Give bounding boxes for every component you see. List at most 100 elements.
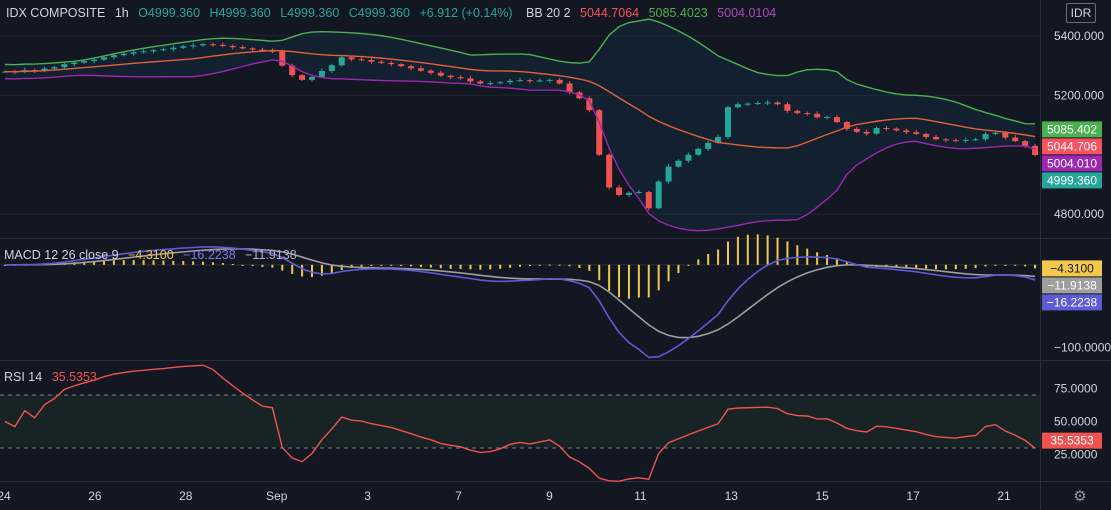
macd-histogram-bar: [93, 261, 96, 265]
candle: [229, 45, 236, 48]
macd-histogram-bar: [182, 261, 185, 265]
rsi-tick-label: 75.0000: [1054, 381, 1098, 395]
rsi-pane[interactable]: [0, 364, 1040, 483]
macd-histogram-bar: [697, 259, 700, 265]
macd-histogram-bar: [548, 264, 551, 266]
candle: [715, 136, 722, 143]
bb-basis-line: [4, 49, 1036, 149]
rsi-label[interactable]: RSI 14: [4, 370, 43, 384]
price-label-badge: [1042, 294, 1102, 311]
price-label-badge: [1042, 432, 1102, 449]
time-tick-label: 11: [634, 489, 647, 503]
macd-histogram-bar: [1024, 264, 1027, 267]
rsi-tick-label: 25.0000: [1054, 448, 1098, 462]
candle: [318, 70, 325, 77]
macd-histogram-bar: [271, 264, 274, 268]
macd-histogram-bar: [568, 264, 571, 267]
macd-histogram-bar: [301, 264, 304, 277]
candle: [507, 80, 514, 83]
candle: [497, 82, 504, 84]
macd-histogram-bar: [964, 264, 967, 269]
macd-histogram-bar: [984, 264, 987, 267]
candle: [982, 133, 989, 140]
time-tick-label: 26: [88, 489, 102, 503]
macd-histogram-bar: [449, 264, 452, 269]
candle: [804, 113, 811, 115]
macd-histogram-bar: [944, 264, 947, 270]
candle: [160, 49, 167, 51]
macd-histogram-bar: [558, 264, 561, 266]
candle: [487, 83, 494, 85]
close-value: C4999.360: [348, 6, 410, 20]
price-label-badge: [1042, 260, 1102, 277]
candle: [556, 79, 563, 84]
macd-histogram-bar: [598, 264, 601, 281]
time-tick-label: 9: [546, 489, 553, 503]
candle: [546, 79, 553, 81]
candle: [794, 110, 801, 114]
rsi-line: [4, 364, 1036, 483]
macd-histogram-bar: [766, 235, 769, 265]
macd-tick-label: −100.0000: [1054, 341, 1111, 355]
bb-fill-area: [4, 19, 1036, 231]
price-label-badge: [1042, 155, 1102, 172]
macd-histogram-bar: [410, 264, 413, 267]
macd-histogram-bar: [281, 264, 284, 271]
macd-histogram-bar: [538, 264, 541, 266]
macd-histogram-bar: [647, 264, 650, 298]
macd-histogram-bar: [162, 260, 165, 265]
candle: [695, 148, 702, 155]
bb-lower-line: [4, 59, 1036, 232]
macd-pane[interactable]: [0, 234, 1040, 359]
interval-label[interactable]: 1h: [114, 6, 129, 20]
bb-basis-value: 5044.7064: [580, 6, 640, 20]
macd-histogram-bar: [152, 260, 155, 265]
candle: [477, 81, 484, 84]
macd-histogram-bar: [746, 234, 749, 265]
candle: [536, 80, 543, 82]
candle: [665, 166, 672, 182]
macd-histogram-bar: [330, 264, 333, 274]
candle: [239, 47, 246, 49]
macd-histogram-bar: [479, 264, 482, 270]
macd-label[interactable]: MACD 12 26 close 9: [4, 248, 119, 262]
candle: [61, 64, 68, 68]
candle: [249, 48, 256, 50]
macd-histogram-bar: [370, 264, 373, 266]
rsi-tick-label: 50.0000: [1054, 415, 1098, 429]
time-tick-label: 21: [997, 489, 1011, 503]
candle: [91, 59, 98, 62]
currency-button[interactable]: IDR: [1066, 3, 1096, 23]
candle: [725, 107, 731, 137]
candle: [952, 140, 959, 142]
candle: [883, 128, 890, 130]
macd-histogram-bar: [1004, 264, 1007, 266]
macd-histogram-bar: [439, 264, 442, 269]
candle: [348, 57, 355, 60]
candle: [873, 128, 880, 134]
price-label-badge: [1042, 121, 1102, 138]
candle: [279, 51, 286, 66]
candle: [764, 102, 771, 104]
macd-histogram-bar: [112, 260, 115, 265]
candle: [645, 191, 652, 209]
gear-icon[interactable]: ⚙: [1073, 488, 1087, 505]
candle: [309, 76, 315, 80]
candle: [388, 62, 395, 65]
price-label-text: 5044.706: [1047, 139, 1097, 153]
macd-histogram-bar: [132, 260, 135, 265]
bollinger-band-lines: [4, 18, 1036, 232]
price-label-badge: [1042, 138, 1102, 155]
symbol-name[interactable]: IDX COMPOSITE: [6, 6, 106, 20]
macd-histogram-bar: [895, 264, 898, 268]
candle: [457, 77, 464, 79]
macd-histogram-bar: [974, 264, 977, 269]
macd-signal-line: [4, 248, 1036, 339]
bb-label[interactable]: BB 20 2: [526, 6, 571, 20]
candle: [526, 80, 533, 82]
candle: [635, 191, 642, 193]
macd-histogram-bar: [221, 263, 224, 265]
macd-histogram-bar: [231, 264, 234, 266]
macd-histogram-bar: [459, 264, 462, 269]
